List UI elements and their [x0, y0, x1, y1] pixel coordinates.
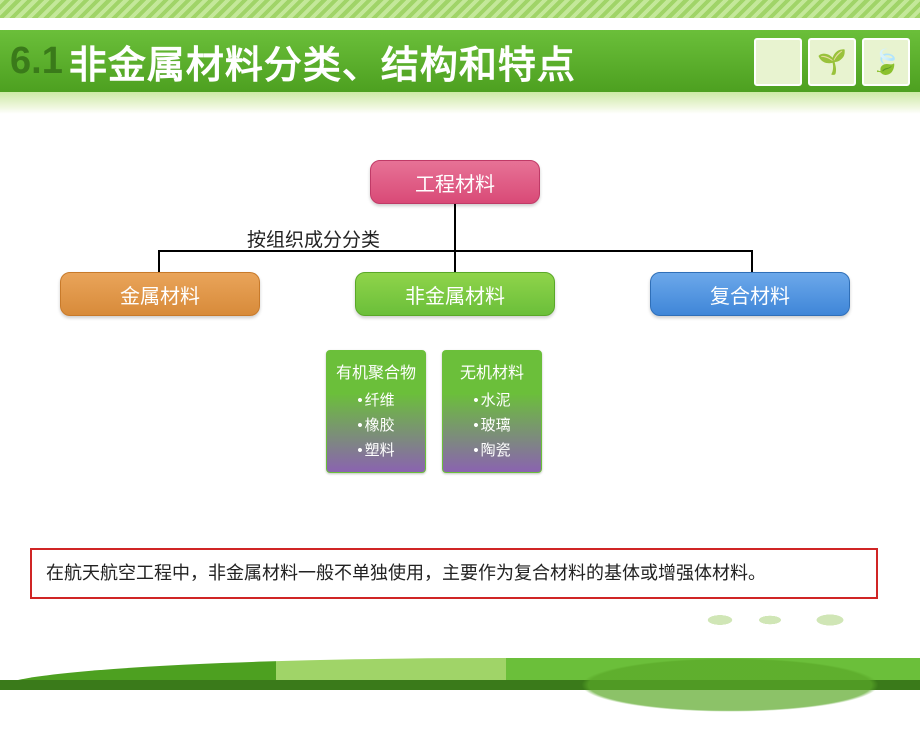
title-icon-3: 🍃	[862, 38, 910, 86]
subcategory-panel-0: 有机聚合物纤维橡胶塑料	[326, 350, 426, 473]
subcategory-item-1: 玻璃	[445, 412, 539, 437]
subcategory-header: 有机聚合物	[329, 359, 423, 383]
title-underband	[0, 92, 920, 114]
title-text: 非金属材料分类、结构和特点	[69, 34, 576, 89]
subcategory-item-0: 纤维	[329, 387, 423, 412]
footer-arc	[480, 640, 920, 730]
subcategory-item-1: 橡胶	[329, 412, 423, 437]
subcategory-item-2: 塑料	[329, 437, 423, 462]
title-icon-1	[754, 38, 802, 86]
title-icon-2: 🌱	[808, 38, 856, 86]
grass-decoration	[680, 570, 880, 630]
title-icon-row: 🌱 🍃	[754, 38, 910, 86]
subcategory-item-2: 陶瓷	[445, 437, 539, 462]
connector-d1	[158, 250, 160, 272]
leaf-node-0: 金属材料	[60, 272, 260, 316]
subcategory-header: 无机材料	[445, 359, 539, 383]
top-hatch-strip	[0, 0, 920, 18]
title-number: 6.1	[10, 40, 63, 83]
leaf-node-2: 复合材料	[650, 272, 850, 316]
subcategory-item-0: 水泥	[445, 387, 539, 412]
classify-label: 按组织成分分类	[247, 225, 380, 252]
leaf-node-1: 非金属材料	[355, 272, 555, 316]
connector-d2	[454, 250, 456, 272]
title-bar: 6.1 非金属材料分类、结构和特点 🌱 🍃	[0, 30, 920, 92]
connector-vert_from_root	[454, 204, 456, 252]
root-node: 工程材料	[370, 160, 540, 204]
note-text: 在航天航空工程中，非金属材料一般不单独使用，主要作为复合材料的基体或增强体材料。	[46, 563, 766, 583]
subcategory-panel-1: 无机材料水泥玻璃陶瓷	[442, 350, 542, 473]
classification-diagram: 工程材料按组织成分分类金属材料非金属材料复合材料有机聚合物纤维橡胶塑料无机材料水…	[0, 150, 920, 510]
connector-d3	[751, 250, 753, 272]
